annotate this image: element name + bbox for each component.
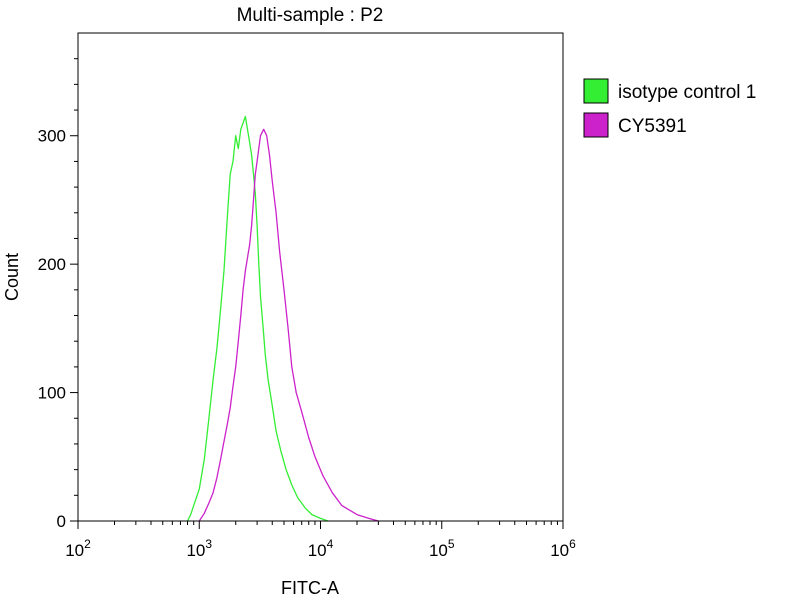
- series-group: [186, 115, 379, 522]
- x-tick-label: 102: [65, 537, 91, 560]
- y-minor-ticks: [74, 58, 78, 496]
- y-tick-label: 0: [57, 512, 66, 531]
- x-tick-label: 104: [308, 537, 334, 560]
- y-axis-label: Count: [2, 253, 22, 301]
- x-minor-ticks: [113, 521, 558, 525]
- plot-area: [77, 32, 564, 522]
- series-line-2: [198, 128, 379, 522]
- plot-frame: [77, 32, 564, 522]
- legend-swatch: [583, 78, 609, 104]
- x-axis-label: FITC-A: [281, 578, 339, 598]
- x-axis: 102 103 104 105 106: [65, 520, 576, 560]
- legend-label: CY5391: [618, 116, 687, 137]
- y-tick-label: 300: [38, 127, 66, 146]
- chart-title: Multi-sample : P2: [237, 5, 384, 26]
- y-tick-label: 100: [38, 384, 66, 403]
- y-axis: 0 100 200 300: [38, 33, 79, 531]
- x-tick-label: 106: [550, 537, 576, 560]
- series-line-1: [186, 115, 329, 522]
- y-tick-label: 200: [38, 255, 66, 274]
- x-tick-label: 105: [429, 537, 455, 560]
- x-tick-label: 103: [186, 537, 212, 560]
- legend: isotype control 1 CY5391: [583, 78, 756, 138]
- legend-swatch: [583, 112, 609, 138]
- legend-label: isotype control 1: [618, 82, 756, 103]
